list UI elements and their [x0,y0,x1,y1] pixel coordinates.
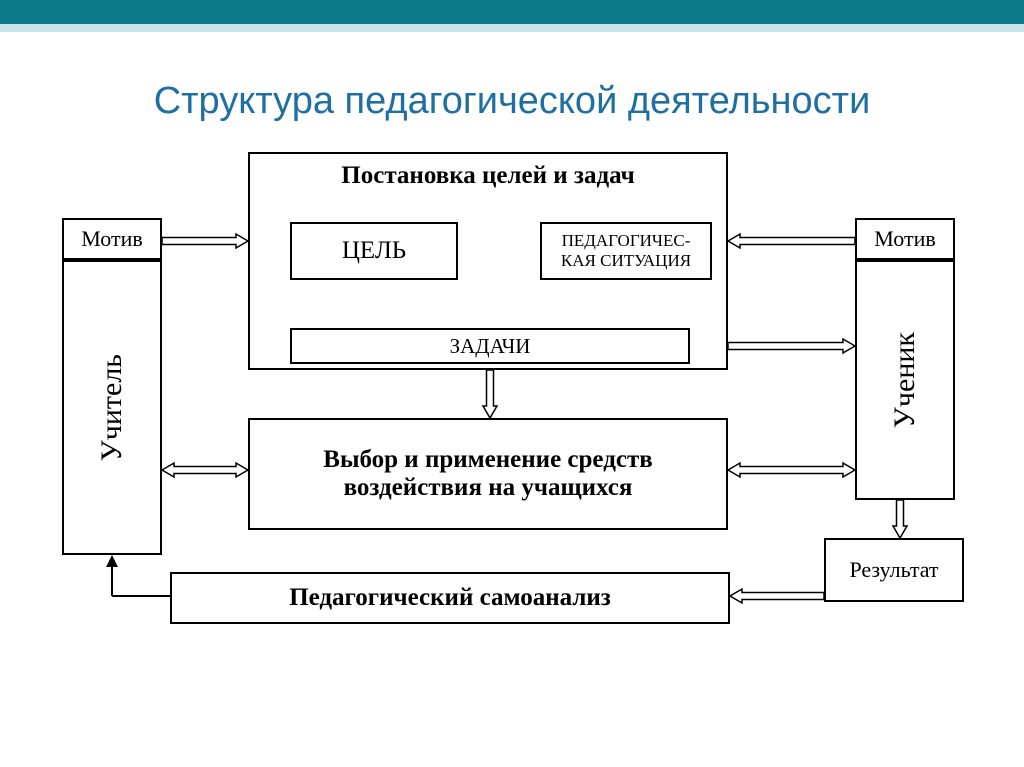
arrow-block1_to_block2 [483,370,497,418]
title-text: Структура педагогической деятельности [154,80,871,122]
node-block3: Педагогический самоанализ [170,572,730,624]
node-pedsit: ПЕДАГОГИЧЕС- КАЯ СИТУАЦИЯ [540,222,712,280]
node-motive_right: Мотив [855,218,955,260]
arrow-student_l [728,234,855,248]
node-motive_right-label: Мотив [874,226,936,252]
node-goal: ЦЕЛЬ [290,222,458,280]
arrow-teacher_r [162,234,248,248]
header-light-band [0,24,1024,32]
node-block2-label: Выбор и применение средств воздействия н… [260,446,716,502]
node-result-label: Результат [849,557,938,583]
arrow-result_to_block3 [730,589,824,603]
node-student-label: Ученик [888,332,922,428]
arrow-block3_to_teacher [106,555,170,596]
node-teacher: Учитель [62,260,162,555]
page-title: Структура педагогической деятельности [0,80,1024,123]
arrow-tasks_to_student [728,339,855,353]
node-motive_left: Мотив [62,218,162,260]
node-pedsit-label: ПЕДАГОГИЧЕС- КАЯ СИТУАЦИЯ [561,231,691,271]
node-result: Результат [824,538,964,602]
arrow-block2_to_teacher [162,463,248,477]
node-teacher-label: Учитель [95,354,129,461]
arrow-student_to_result [893,500,907,538]
node-tasks: ЗАДАЧИ [290,328,690,364]
node-tasks-label: ЗАДАЧИ [450,334,531,359]
node-motive_left-label: Мотив [81,226,143,252]
header-teal-band [0,0,1024,24]
node-block1-label: Постановка целей и задач [341,162,634,190]
node-student: Ученик [855,260,955,500]
node-block2: Выбор и применение средств воздействия н… [248,418,728,530]
arrow-block2_to_student [728,463,855,477]
node-block3-label: Педагогический самоанализ [289,584,611,612]
node-goal-label: ЦЕЛЬ [342,237,406,265]
